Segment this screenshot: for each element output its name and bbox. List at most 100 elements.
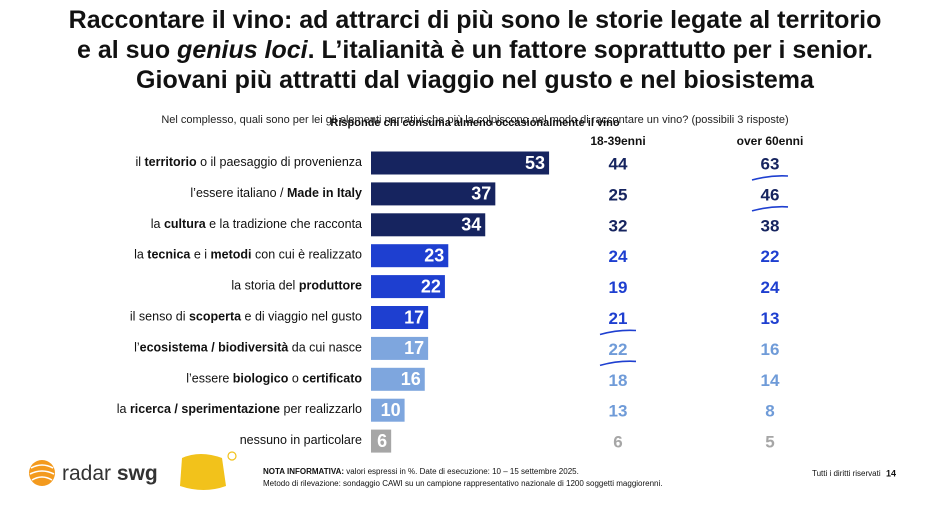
bar xyxy=(371,336,429,360)
title-line: Raccontare il vino: ad attrarci di più s… xyxy=(69,6,882,34)
text-part: ricerca / sperimentazione xyxy=(130,402,280,416)
column-value: 32 xyxy=(609,216,628,235)
text-part: NOTA INFORMATIVA: xyxy=(263,467,344,476)
category-label: il territorio o il paesaggio di provenie… xyxy=(135,155,362,169)
bar-value-label: 37 xyxy=(471,184,491,204)
column-value: 13 xyxy=(609,402,628,421)
text-part: . L’italianità è un fattore soprattutto … xyxy=(308,36,873,64)
text-part: Giovani più attratti dal viaggio nel gus… xyxy=(136,66,815,94)
column-value: 6 xyxy=(613,433,622,452)
category-label: la storia del produttore xyxy=(231,279,362,293)
column-value: 46 xyxy=(761,185,780,204)
rights: Tutti i diritti riservati xyxy=(812,469,881,478)
bar-value-label: 17 xyxy=(404,307,424,327)
text-part: Made in Italy xyxy=(287,186,362,200)
column-value: 22 xyxy=(609,340,628,359)
text-part: produttore xyxy=(299,279,362,293)
bar xyxy=(371,398,405,422)
category-label: l’ecosistema / biodiversità da cui nasce xyxy=(134,341,362,355)
bar xyxy=(371,367,425,391)
text-part: la xyxy=(134,248,147,262)
text-part: per realizzarlo xyxy=(280,402,362,416)
category-label: nessuno in particolare xyxy=(240,433,362,447)
text-part: territorio xyxy=(145,155,197,169)
text-part: il senso di xyxy=(130,310,189,324)
text-part: swg xyxy=(117,462,158,485)
category-label: l’essere biologico o certificato xyxy=(186,372,362,386)
title-line: Giovani più attratti dal viaggio nel gus… xyxy=(136,66,815,94)
text-part: la storia del xyxy=(231,279,298,293)
text-part: da cui nasce xyxy=(288,341,362,355)
footer-method: Metodo di rilevazione: sondaggio CAWI su… xyxy=(263,479,663,488)
base-note: Risponde chi consuma almeno occasionalme… xyxy=(330,117,619,129)
bar xyxy=(371,244,449,268)
underline xyxy=(751,175,789,181)
text-part: e la tradizione che racconta xyxy=(206,217,362,231)
text-part: e i xyxy=(190,248,210,262)
column-value: 63 xyxy=(761,154,780,173)
bar xyxy=(371,213,486,237)
text-part: ecosistema / biodiversità xyxy=(140,341,289,355)
text-part: e di viaggio nel gusto xyxy=(241,310,362,324)
text-part: il xyxy=(135,155,144,169)
column-value: 14 xyxy=(761,371,780,390)
bar-value-label: 10 xyxy=(381,400,401,420)
text-part: Raccontare il vino: ad attrarci di più s… xyxy=(69,6,882,34)
bar-value-label: 23 xyxy=(424,245,444,265)
page-number: 14 xyxy=(886,468,896,478)
bar xyxy=(371,429,392,453)
sponsor-logo xyxy=(180,454,226,490)
text-part: valori espressi in %. Date di esecuzione… xyxy=(344,467,579,476)
bar xyxy=(371,151,550,175)
logo-mark-lines xyxy=(29,464,55,481)
column-header: over 60enni xyxy=(737,134,804,148)
bar xyxy=(371,182,496,206)
bar-value-label: 53 xyxy=(525,153,545,173)
bar-value-label: 34 xyxy=(461,215,481,235)
sponsor-logo-mark xyxy=(227,451,237,461)
bar xyxy=(371,275,445,299)
category-label: la tecnica e i metodi con cui è realizza… xyxy=(134,248,362,262)
category-label: la ricerca / sperimentazione per realizz… xyxy=(117,402,362,416)
text-part: l’essere xyxy=(186,372,233,386)
bar-value-label: 22 xyxy=(421,276,441,296)
column-value: 16 xyxy=(761,340,780,359)
column-value: 21 xyxy=(609,309,628,328)
text-part: biologico xyxy=(233,372,289,386)
text-part: nessuno in particolare xyxy=(240,433,362,447)
text-part: e al suo xyxy=(77,36,177,64)
column-value: 5 xyxy=(765,433,774,452)
text-part: cultura xyxy=(164,217,207,231)
text-part: tecnica xyxy=(147,248,191,262)
column-value: 13 xyxy=(761,309,780,328)
column-value: 22 xyxy=(761,247,780,266)
bar-value-label: 16 xyxy=(401,369,421,389)
text-part: certificato xyxy=(302,372,362,386)
text-part: scoperta xyxy=(189,310,242,324)
column-value: 8 xyxy=(765,402,774,421)
subtitle: Nel complesso, quali sono per lei gli el… xyxy=(161,114,788,126)
text-part: o il paesaggio di provenienza xyxy=(197,155,362,169)
text-part: metodi xyxy=(211,248,252,262)
text-part: la xyxy=(117,402,130,416)
bar-value-label: 17 xyxy=(404,338,424,358)
text-part: la xyxy=(151,217,164,231)
column-value: 19 xyxy=(609,278,628,297)
column-value: 44 xyxy=(609,154,628,173)
column-value: 24 xyxy=(761,278,780,297)
column-value: 38 xyxy=(761,216,780,235)
category-label: il senso di scoperta e di viaggio nel gu… xyxy=(130,310,362,324)
column-value: 25 xyxy=(609,185,628,204)
underline xyxy=(599,329,637,336)
text-part: l’essere italiano / xyxy=(190,186,287,200)
logo-text: radar swg xyxy=(62,462,158,485)
text-part: radar xyxy=(62,462,117,485)
text-part: o xyxy=(288,372,302,386)
underline xyxy=(751,205,789,212)
text-part: genius loci xyxy=(176,36,309,64)
column-value: 18 xyxy=(609,371,628,390)
underline xyxy=(599,360,637,367)
footer-note: NOTA INFORMATIVA: valori espressi in %. … xyxy=(263,467,579,476)
